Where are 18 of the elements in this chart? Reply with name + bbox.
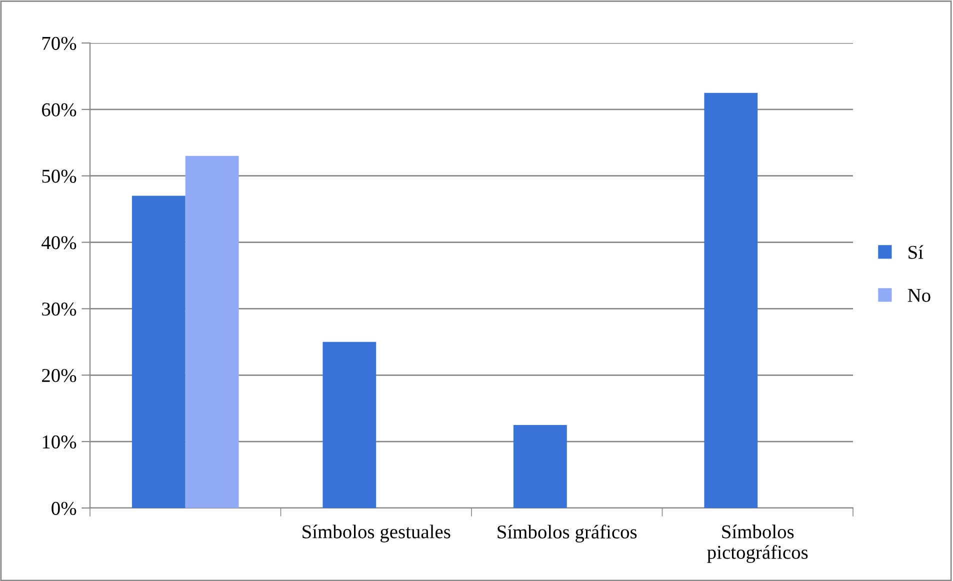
x-tick-label: Símbolos pictográficos xyxy=(707,524,808,563)
y-tick-label: 30% xyxy=(42,302,76,316)
bar xyxy=(132,196,186,508)
legend-label: No xyxy=(908,289,930,302)
y-tick-label: 20% xyxy=(42,368,76,382)
y-tick-label: 50% xyxy=(42,170,76,183)
y-tick-label: 70% xyxy=(42,36,76,50)
y-tick-label: 10% xyxy=(42,435,76,449)
legend-label: Sí xyxy=(908,245,924,259)
bar xyxy=(322,342,376,508)
y-tick-label: 60% xyxy=(42,103,76,116)
bar xyxy=(185,156,239,508)
y-tick-label: 0% xyxy=(52,502,76,515)
x-tick-label: Símbolos gestuales xyxy=(302,524,450,542)
bar xyxy=(513,424,567,508)
bar xyxy=(704,92,758,508)
x-tick-label: Símbolos gráficos xyxy=(498,524,637,543)
y-tick-label: 40% xyxy=(42,236,76,250)
